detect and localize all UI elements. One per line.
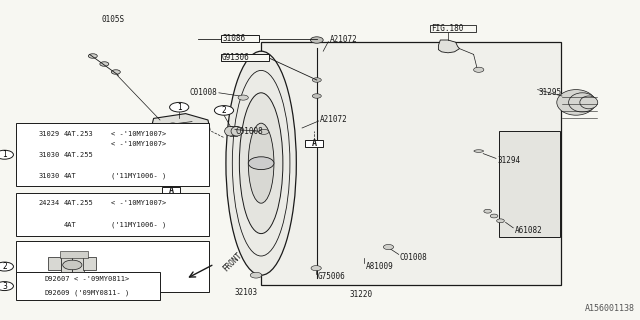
Circle shape xyxy=(250,272,262,278)
Circle shape xyxy=(490,214,498,218)
Circle shape xyxy=(484,209,492,213)
Bar xyxy=(261,42,561,285)
Polygon shape xyxy=(150,114,210,144)
Text: 31030: 31030 xyxy=(39,152,60,158)
Bar xyxy=(72,256,84,272)
Text: D92607: D92607 xyxy=(44,276,70,282)
Text: 4AT: 4AT xyxy=(64,173,77,179)
Circle shape xyxy=(0,282,13,291)
Text: A61082: A61082 xyxy=(515,226,543,235)
Text: 31086: 31086 xyxy=(222,34,245,43)
Bar xyxy=(16,123,209,186)
Text: A: A xyxy=(312,139,317,148)
Text: 4AT.255: 4AT.255 xyxy=(64,152,93,158)
Circle shape xyxy=(214,106,234,115)
Ellipse shape xyxy=(225,126,236,136)
Text: < -'10MY1007>: < -'10MY1007> xyxy=(111,200,166,206)
Circle shape xyxy=(238,95,248,100)
Text: 2: 2 xyxy=(2,262,7,271)
Bar xyxy=(16,241,209,292)
Text: 0105S: 0105S xyxy=(101,15,124,24)
Ellipse shape xyxy=(557,90,595,115)
Text: 4AT.255: 4AT.255 xyxy=(64,200,93,206)
Ellipse shape xyxy=(231,126,243,136)
Bar xyxy=(16,193,209,236)
Circle shape xyxy=(100,62,109,66)
Text: FRONT: FRONT xyxy=(221,251,243,273)
Circle shape xyxy=(177,133,188,139)
Text: G91306: G91306 xyxy=(222,53,250,62)
Bar xyxy=(16,272,160,300)
Text: FIG.180: FIG.180 xyxy=(431,24,464,33)
Text: < -'10MY1007>: < -'10MY1007> xyxy=(111,131,166,137)
Text: ('11MY1006- ): ('11MY1006- ) xyxy=(111,172,166,179)
Circle shape xyxy=(188,163,200,169)
Bar xyxy=(499,131,560,237)
Text: C01008: C01008 xyxy=(400,253,428,262)
Circle shape xyxy=(474,67,484,72)
Circle shape xyxy=(170,102,189,112)
Bar xyxy=(430,25,476,32)
Text: ('11MY1006- ): ('11MY1006- ) xyxy=(111,222,166,228)
Text: 31220: 31220 xyxy=(349,290,372,299)
Bar xyxy=(48,257,61,270)
Text: 31029: 31029 xyxy=(39,131,60,137)
Text: 3: 3 xyxy=(2,282,7,291)
Text: 4AT: 4AT xyxy=(64,222,77,228)
Bar xyxy=(60,251,88,258)
Circle shape xyxy=(88,54,97,58)
Ellipse shape xyxy=(474,150,484,152)
Bar xyxy=(61,256,72,272)
Text: A: A xyxy=(168,186,173,195)
Text: 1: 1 xyxy=(177,103,182,112)
Circle shape xyxy=(0,262,13,271)
Text: 31294: 31294 xyxy=(498,156,521,165)
Text: < -'09MY0811>: < -'09MY0811> xyxy=(74,276,129,282)
Bar xyxy=(221,54,269,61)
Circle shape xyxy=(497,219,504,223)
Text: A156001138: A156001138 xyxy=(585,304,635,313)
Circle shape xyxy=(187,125,197,131)
Circle shape xyxy=(310,37,323,43)
Text: 2: 2 xyxy=(221,106,227,115)
Ellipse shape xyxy=(248,123,274,203)
Text: 1: 1 xyxy=(2,150,7,159)
Circle shape xyxy=(111,70,120,74)
Text: A21072: A21072 xyxy=(320,115,348,124)
Text: 32103: 32103 xyxy=(235,288,258,297)
Bar xyxy=(162,187,180,194)
Text: D92609: D92609 xyxy=(44,290,70,296)
Circle shape xyxy=(312,78,321,82)
Ellipse shape xyxy=(580,96,598,109)
Text: 31030: 31030 xyxy=(39,173,60,179)
Circle shape xyxy=(311,266,321,271)
Bar xyxy=(83,257,96,270)
Text: G75006: G75006 xyxy=(317,272,345,281)
Text: C01008: C01008 xyxy=(236,127,263,136)
Ellipse shape xyxy=(239,93,283,234)
Text: A21072: A21072 xyxy=(330,35,357,44)
Bar xyxy=(221,35,259,42)
Circle shape xyxy=(259,129,269,134)
Circle shape xyxy=(312,94,321,98)
Text: 24234: 24234 xyxy=(39,200,60,206)
Bar xyxy=(305,140,323,147)
Circle shape xyxy=(383,244,394,250)
Text: < -'10MY1007>: < -'10MY1007> xyxy=(111,141,166,147)
Circle shape xyxy=(168,123,178,128)
Text: ('09MY0811- ): ('09MY0811- ) xyxy=(74,290,129,296)
Circle shape xyxy=(0,150,13,159)
Polygon shape xyxy=(438,40,460,53)
Text: 4AT.253: 4AT.253 xyxy=(64,131,93,137)
Ellipse shape xyxy=(568,93,596,112)
Text: C01008: C01008 xyxy=(190,88,218,97)
Text: A81009: A81009 xyxy=(365,262,393,271)
Text: 31295: 31295 xyxy=(539,88,562,97)
Ellipse shape xyxy=(226,51,296,275)
Circle shape xyxy=(63,260,82,270)
Circle shape xyxy=(248,157,274,170)
